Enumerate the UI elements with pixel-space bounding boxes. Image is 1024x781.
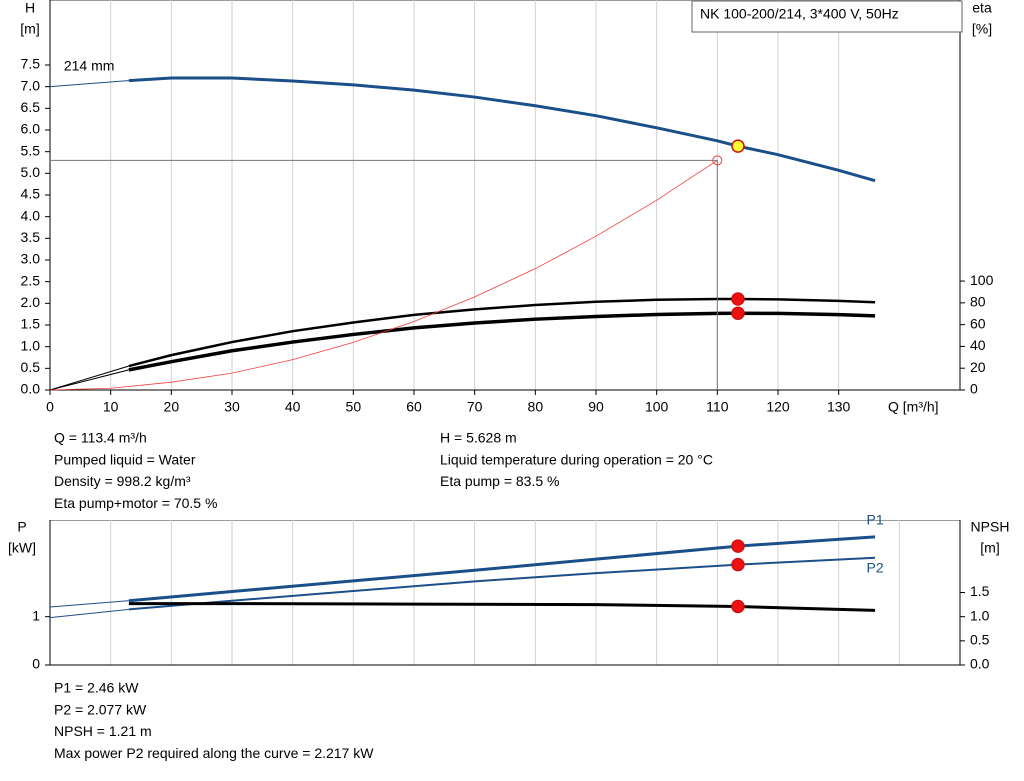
info-line: Max power P2 required along the curve = …: [54, 745, 374, 761]
plot-frame: [49, 520, 961, 666]
curve-label: P2: [867, 559, 884, 575]
info-line: P1 = 2.46 kW: [54, 680, 139, 696]
curve: [128, 76, 876, 183]
curve: [49, 369, 129, 391]
info-line: H = 5.628 m: [440, 430, 517, 446]
x-tick-label: 60: [406, 399, 422, 415]
chart-title: NK 100-200/214, 3*400 V, 50Hz: [700, 6, 899, 22]
x-tick-label: 130: [827, 399, 851, 415]
x-tick-label: 20: [164, 399, 180, 415]
y2-tick-label: 0: [970, 381, 978, 397]
operating-point: [731, 139, 745, 153]
y-tick-label: 5.5: [21, 142, 41, 158]
y-tick-label: 3.0: [21, 251, 41, 267]
plot-frame: [49, 0, 961, 391]
info-line: Eta pump+motor = 70.5 %: [54, 495, 217, 511]
operating-point: [731, 557, 745, 572]
y-axis-unit: [m]: [20, 21, 39, 37]
curve: [128, 311, 876, 372]
x-tick-label: 70: [467, 399, 483, 415]
curve: [128, 602, 876, 612]
operating-point: [731, 306, 745, 320]
y-tick-label: 0.0: [21, 381, 41, 397]
y-axis-label: P: [17, 519, 26, 535]
curve: [128, 556, 876, 611]
y-tick-label: 4.0: [21, 207, 41, 223]
y2-axis-unit: [%]: [972, 21, 992, 37]
curve-label: 214 mm: [64, 57, 115, 73]
title-box: [691, 0, 963, 33]
y-axis-label: H: [25, 0, 35, 16]
curve: [49, 608, 129, 619]
y-tick-label: 1: [32, 607, 40, 623]
y-tick-label: 5.0: [21, 164, 41, 180]
y-tick-label: 4.5: [21, 186, 41, 202]
y-tick-label: 7.5: [21, 56, 41, 72]
operating-point: [731, 292, 745, 306]
x-tick-label: 80: [528, 399, 544, 415]
curve: [49, 159, 718, 391]
x-tick-label: 10: [103, 399, 119, 415]
curve: [49, 365, 130, 391]
operating-point: [731, 599, 745, 614]
y2-tick-label: 0.0: [970, 656, 990, 672]
info-line: P2 = 2.077 kW: [54, 701, 147, 717]
y-tick-label: 1.0: [21, 337, 41, 353]
y2-tick-label: 1.5: [970, 583, 990, 599]
info-line: Eta pump = 83.5 %: [440, 473, 559, 489]
y2-tick-label: 100: [970, 272, 994, 288]
y2-axis-label: NPSH: [971, 519, 1010, 535]
y2-tick-label: 1.0: [970, 607, 990, 623]
y2-axis-unit: [m]: [980, 540, 999, 556]
operating-point: [712, 155, 723, 166]
x-tick-label: 100: [645, 399, 669, 415]
info-line: Liquid temperature during operation = 20…: [440, 451, 713, 467]
x-tick-label: 40: [285, 399, 301, 415]
info-line: NPSH = 1.21 m: [54, 723, 152, 739]
info-line: Pumped liquid = Water: [54, 451, 196, 467]
curve: [49, 80, 129, 88]
y-tick-label: 6.5: [21, 99, 41, 115]
y2-tick-label: 0.5: [970, 632, 990, 648]
curve: [49, 600, 129, 608]
y-tick-label: 0.5: [21, 359, 41, 375]
x-tick-label: 50: [346, 399, 362, 415]
curve: [128, 535, 876, 603]
y-tick-label: 2.0: [21, 294, 41, 310]
y2-tick-label: 40: [970, 337, 986, 353]
x-tick-label: 110: [706, 399, 729, 415]
y-tick-label: 1.5: [21, 316, 41, 332]
y2-tick-label: 20: [970, 359, 986, 375]
y2-tick-label: 60: [970, 315, 986, 331]
y2-axis-label: eta: [972, 0, 992, 16]
operating-point: [731, 539, 745, 553]
y-tick-label: 7.0: [21, 77, 41, 93]
x-tick-label: 120: [766, 399, 790, 415]
curve-label: P1: [867, 512, 884, 528]
x-axis-label: Q [m³/h]: [888, 399, 939, 415]
info-line: Q = 113.4 m³/h: [54, 430, 147, 446]
x-tick-label: 90: [588, 399, 604, 415]
y-tick-label: 0: [32, 656, 40, 672]
y2-tick-label: 80: [970, 294, 986, 310]
x-tick-label: 30: [224, 399, 240, 415]
y-tick-label: 6.0: [21, 121, 41, 137]
curve: [128, 297, 876, 368]
y-axis-unit: [kW]: [8, 540, 36, 556]
info-line: Density = 998.2 kg/m³: [54, 473, 191, 489]
y-tick-label: 2.5: [21, 272, 41, 288]
y-tick-label: 3.5: [21, 229, 41, 245]
x-tick-label: 0: [46, 399, 54, 415]
